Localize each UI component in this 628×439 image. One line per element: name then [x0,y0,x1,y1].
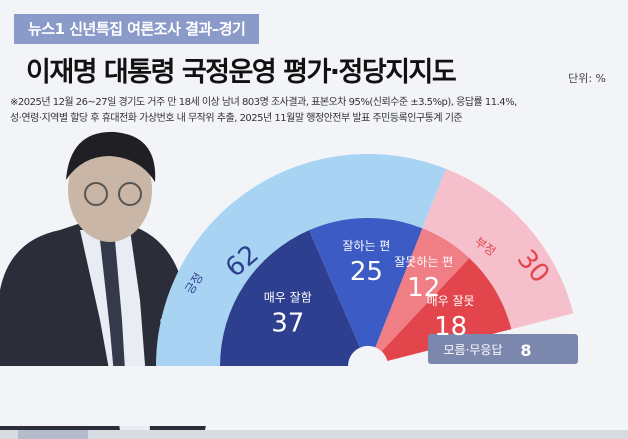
outer-slice-1 [422,168,574,330]
inner-slice-2 [375,228,470,352]
inner-label-0: 매우 잘함 [264,290,312,304]
remainder-value: 8 [520,341,531,360]
inner-slice-0 [220,230,361,366]
inner-value-3: 18 [434,312,467,342]
inner-label-3: 매우 잘못 [427,294,475,308]
inner-label-1: 잘하는 편 [342,239,390,253]
inner-label-2: 잘못하는 편 [394,255,453,269]
bottom-strip [0,430,628,439]
bottom-tab [18,430,88,439]
unit-label: 단위: % [568,72,606,85]
inner-value-1: 25 [350,257,383,287]
inner-slice-1 [309,218,423,348]
series-label: 뉴스1 신년특집 여론조사 결과–경기 [14,14,260,44]
remainder-badge [428,334,578,364]
remainder-label: 모름·무응답 [443,343,502,357]
chart-base-cover [0,366,628,426]
inner-value-2: 12 [407,273,440,303]
survey-note-line1: ※2025년 12월 26~27일 경기도 거주 만 18세 이상 남녀 803… [10,97,517,108]
page-title: 이재명 대통령 국정운영 평가·정당지지도 [26,57,457,88]
inner-value-0: 37 [271,308,304,338]
survey-note-line2: 성·연령·지역별 할당 후 휴대전화 가상번호 내 무작위 추출, 2025년 … [10,113,463,124]
outer-slice-0 [156,154,447,366]
